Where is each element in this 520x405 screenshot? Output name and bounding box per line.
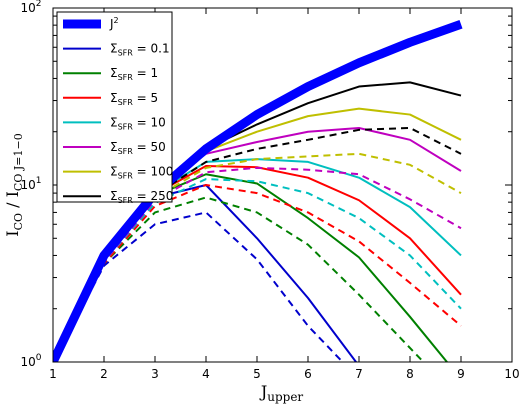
legend-label-value: = 250 — [133, 189, 174, 203]
y-tick-label-exp: 0 — [36, 353, 42, 363]
series-line-s50d — [53, 166, 462, 362]
x-tick-label: 8 — [406, 367, 414, 381]
legend-label-s01: ΣSFR = 0.1 — [110, 42, 170, 58]
series-line-s01d — [53, 211, 344, 362]
legend-box — [56, 11, 173, 203]
x-tick-label: 7 — [355, 367, 363, 381]
legend-label-s5: ΣSFR = 5 — [110, 91, 158, 107]
y-axis-label-sub1: CO — [12, 213, 25, 230]
x-tick-label: 2 — [100, 367, 108, 381]
legend-label-name: Σ — [110, 42, 118, 56]
x-tick-label: 1 — [49, 367, 57, 381]
legend-label-sub: SFR — [118, 73, 134, 82]
series-line-j2 — [53, 19, 463, 362]
series-line-s5d — [53, 184, 462, 362]
x-axis-label-sub: upper — [267, 390, 303, 404]
legend-label-s250: ΣSFR = 250 — [110, 189, 173, 205]
legend-label-s1: ΣSFR = 1 — [110, 66, 158, 82]
y-axis-label-main2: I — [3, 191, 22, 197]
y-axis-label-main1: I — [3, 230, 22, 236]
series-line-s250d — [53, 126, 462, 362]
plot-area — [53, 19, 463, 362]
y-tick-label: 100 — [20, 353, 41, 369]
x-axis-label-main: J — [259, 382, 267, 401]
series-line-s10d — [53, 178, 462, 362]
legend-label-value: = 0.1 — [133, 42, 170, 56]
y-tick-label: 102 — [20, 0, 41, 15]
x-tick-label: 10 — [504, 367, 519, 381]
legend-label-name: Σ — [110, 115, 118, 129]
x-tick-label: 6 — [304, 367, 312, 381]
y-tick-label-exp: 2 — [36, 0, 42, 9]
legend-label-s100: ΣSFR = 100 — [110, 165, 173, 181]
legend-label-sub: SFR — [118, 122, 134, 131]
x-tick-label: 3 — [151, 367, 159, 381]
axes-frame — [52, 7, 513, 363]
legend-label-sup: 2 — [114, 16, 119, 25]
y-tick-label-base: 10 — [20, 355, 35, 369]
x-tick-label: 9 — [457, 367, 465, 381]
legend-label-name: J — [109, 17, 114, 31]
axis-labels: Jupper ICO / ICO J=1−0 — [3, 133, 303, 404]
y-tick-label-base: 10 — [20, 178, 35, 192]
y-tick-label-exp: 1 — [36, 176, 42, 186]
legend-label-name: Σ — [110, 91, 118, 105]
legend-label-s50: ΣSFR = 50 — [110, 140, 166, 156]
legend-label-sub: SFR — [118, 98, 134, 107]
series-line-s1 — [53, 173, 449, 362]
legend-label-sub: SFR — [118, 49, 134, 58]
y-tick-label: 101 — [20, 176, 41, 192]
legend-label-j2: J2 — [109, 16, 119, 31]
series-line-s100d — [53, 152, 462, 362]
legend-label-value: = 100 — [133, 165, 174, 179]
x-axis-label: Jupper — [259, 382, 304, 404]
x-tick-label: 4 — [202, 367, 210, 381]
y-axis-label: ICO / ICO J=1−0 — [3, 133, 25, 236]
legend-label-s10: ΣSFR = 10 — [110, 115, 166, 131]
legend-label-sub: SFR — [118, 196, 134, 205]
legend-label-name: Σ — [110, 66, 118, 80]
legend-label-sub: SFR — [118, 147, 134, 156]
y-axis-label-slash: / — [3, 197, 22, 213]
legend-label-value: = 10 — [133, 115, 166, 129]
y-axis-label-sub2: CO J=1−0 — [12, 133, 25, 191]
legend-label-name: Σ — [110, 140, 118, 154]
legend-label-name: Σ — [110, 189, 118, 203]
y-tick-label-base: 10 — [20, 1, 35, 15]
legend-label-value: = 5 — [133, 91, 158, 105]
legend-label-value: = 50 — [133, 140, 166, 154]
x-tick-label: 5 — [253, 367, 261, 381]
legend-label-sub: SFR — [118, 172, 134, 181]
legend-label-name: Σ — [110, 165, 118, 179]
series-line-s1d — [53, 196, 425, 362]
legend-label-value: = 1 — [133, 66, 158, 80]
